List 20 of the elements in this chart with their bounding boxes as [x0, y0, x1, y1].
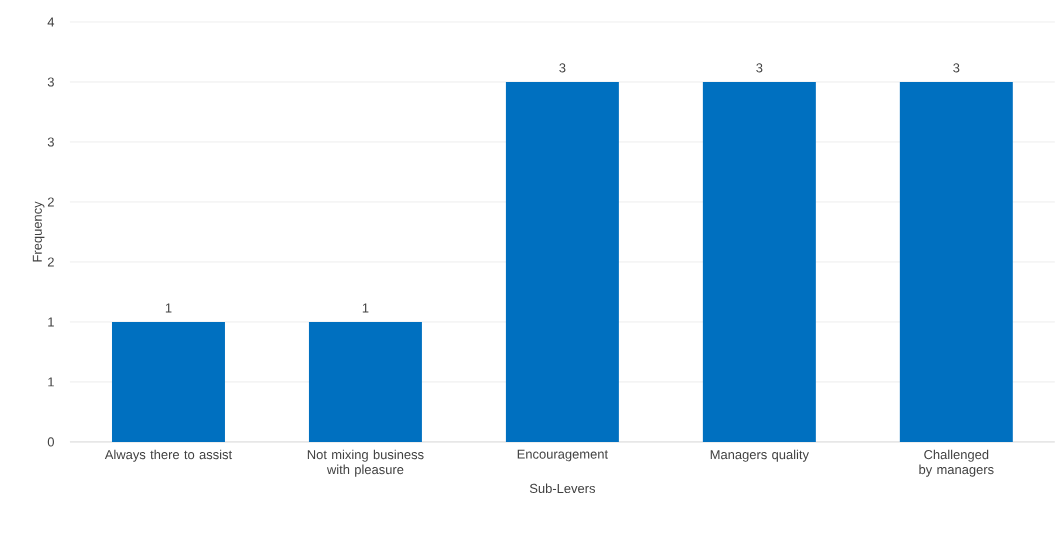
data-label: 1 [165, 303, 172, 313]
y-tick-label: 3 [47, 137, 54, 147]
data-label: 3 [756, 63, 763, 73]
y-tick-label: 1 [48, 377, 54, 387]
data-label: 3 [953, 63, 960, 73]
y-tick-label: 2 [47, 257, 54, 267]
y-axis-title: Frequency [32, 201, 45, 262]
y-tick-label: 1 [48, 317, 54, 327]
data-label: 3 [559, 63, 566, 73]
x-axis-title: Sub-Levers [529, 483, 596, 494]
x-tick-label: Encouragement [517, 449, 608, 462]
x-tick-label: Always there to assist [104, 449, 233, 462]
data-label: 1 [362, 303, 369, 313]
y-tick-label: 0 [47, 437, 54, 447]
y-tick-label: 3 [47, 77, 54, 87]
y-tick-label: 4 [47, 17, 55, 27]
x-tick-label: Not mixing business with pleasure [307, 449, 424, 477]
x-tick-label: Challenged by managers [919, 449, 994, 477]
y-tick-label: 2 [47, 197, 54, 207]
x-tick-label: Managers quality [710, 449, 809, 462]
